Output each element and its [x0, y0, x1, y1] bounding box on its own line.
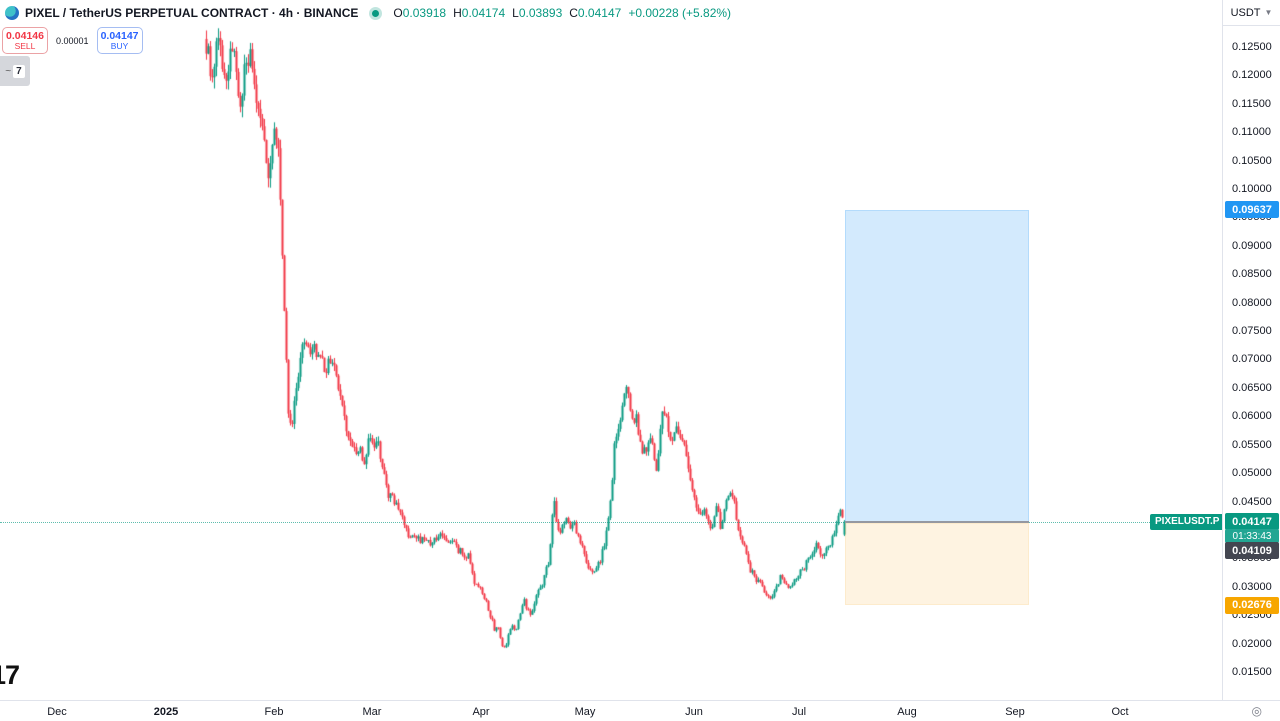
time-tick: 2025: [153, 706, 179, 718]
market-open-dot-icon[interactable]: [372, 9, 380, 17]
time-tick: Sep: [1005, 706, 1025, 718]
spread-value: 0.00001: [54, 34, 91, 47]
price-tick: 0.06500: [1232, 381, 1272, 394]
close-label: C: [569, 6, 578, 20]
price-tick: 0.05500: [1232, 438, 1272, 451]
time-tick: Jul: [791, 706, 807, 718]
time-tick: May: [574, 706, 596, 718]
symbol-logo-icon: [5, 6, 19, 20]
change-value: +0.00228 (+5.82%): [628, 6, 732, 20]
badge-tick-icon: ~: [5, 65, 12, 77]
buy-button[interactable]: 0.04147 BUY: [96, 27, 143, 54]
long-position-profit-zone[interactable]: [845, 209, 1029, 522]
time-tick: Feb: [264, 706, 284, 718]
buy-price: 0.04147: [100, 29, 139, 42]
time-axis[interactable]: Dec 2025 Feb Mar Apr May Jun Jul Aug Sep Oct ◎: [0, 700, 1280, 721]
high-label: H: [453, 6, 462, 20]
price-tick: 0.09000: [1232, 239, 1272, 252]
low-label: L: [512, 6, 519, 20]
chevron-down-icon: ▼: [1264, 8, 1273, 17]
target-price-label: 0.09637: [1225, 201, 1279, 219]
side-toolbar-badge[interactable]: ~ 7: [0, 56, 30, 86]
badge-count: 7: [13, 64, 25, 78]
currency-selector[interactable]: USDT ▼: [1223, 0, 1280, 26]
long-position-stop-zone[interactable]: [845, 522, 1029, 606]
time-tick: Jun: [685, 706, 703, 718]
chart-legend: PIXEL / TetherUS PERPETUAL CONTRACT · 4h…: [5, 6, 731, 20]
close-value: 0.04147: [577, 6, 622, 20]
price-tick: 0.04500: [1232, 495, 1272, 508]
symbol-price-tag: PIXELUSDT.P: [1150, 513, 1222, 530]
price-tick: 0.11000: [1232, 126, 1271, 139]
price-tick: 0.07500: [1232, 325, 1272, 338]
chart-pane[interactable]: PIXEL / TetherUS PERPETUAL CONTRACT · 4h…: [0, 0, 1222, 700]
price-tick: 0.05000: [1232, 467, 1272, 480]
price-tick: 0.02000: [1232, 637, 1272, 650]
current-price-line: [0, 522, 1222, 523]
price-tick: 0.06000: [1232, 410, 1272, 423]
time-tick: Apr: [472, 706, 490, 718]
time-tick: Dec: [47, 706, 67, 718]
price-tick: 0.12000: [1232, 69, 1272, 82]
time-tick: Mar: [362, 706, 382, 718]
sell-label: SELL: [14, 40, 36, 51]
price-tick: 0.08000: [1232, 296, 1272, 309]
candlestick-chart[interactable]: [0, 0, 1222, 700]
trade-widget: 0.04146 SELL 0.00001 0.04147 BUY: [2, 27, 143, 54]
price-tick: 0.12500: [1232, 41, 1272, 53]
stop-price-label: 0.02676: [1225, 596, 1279, 614]
price-tick: 0.10000: [1232, 183, 1272, 196]
symbol-title[interactable]: PIXEL / TetherUS PERPETUAL CONTRACT · 4h…: [25, 6, 359, 20]
price-tick: 0.01500: [1232, 665, 1272, 678]
price-tick: 0.07000: [1232, 353, 1272, 366]
time-tick: Oct: [1111, 706, 1129, 718]
price-tick: 0.03000: [1232, 580, 1272, 593]
axis-settings-icon[interactable]: ◎: [1251, 704, 1262, 718]
price-tick: 0.10500: [1232, 154, 1272, 167]
sell-price: 0.04146: [6, 29, 44, 42]
current-price-label: 0.04147: [1225, 513, 1279, 531]
high-value: 0.04174: [461, 6, 506, 20]
sell-button[interactable]: 0.04146 SELL: [2, 27, 48, 54]
tradingview-logo-watermark: 17: [0, 660, 20, 690]
secondary-price-label: 0.04109: [1225, 542, 1279, 560]
time-tick: Aug: [897, 706, 917, 718]
open-label: O: [393, 6, 403, 20]
ohlc-values: O0.03918 H0.04174 L0.03893 C0.04147 +0.0…: [393, 6, 731, 20]
price-tick: 0.11500: [1232, 97, 1271, 110]
price-tick: 0.08500: [1232, 268, 1272, 281]
low-value: 0.03893: [518, 6, 563, 20]
price-axis[interactable]: USDT ▼ 0.12500 0.12000 0.11500 0.11000 0.105…: [1222, 0, 1280, 700]
buy-label: BUY: [110, 40, 129, 51]
open-value: 0.03918: [402, 6, 447, 20]
countdown-label: 01:33:43: [1225, 529, 1279, 544]
long-position-entry-line[interactable]: [845, 520, 1029, 523]
currency-label: USDT: [1230, 6, 1261, 19]
